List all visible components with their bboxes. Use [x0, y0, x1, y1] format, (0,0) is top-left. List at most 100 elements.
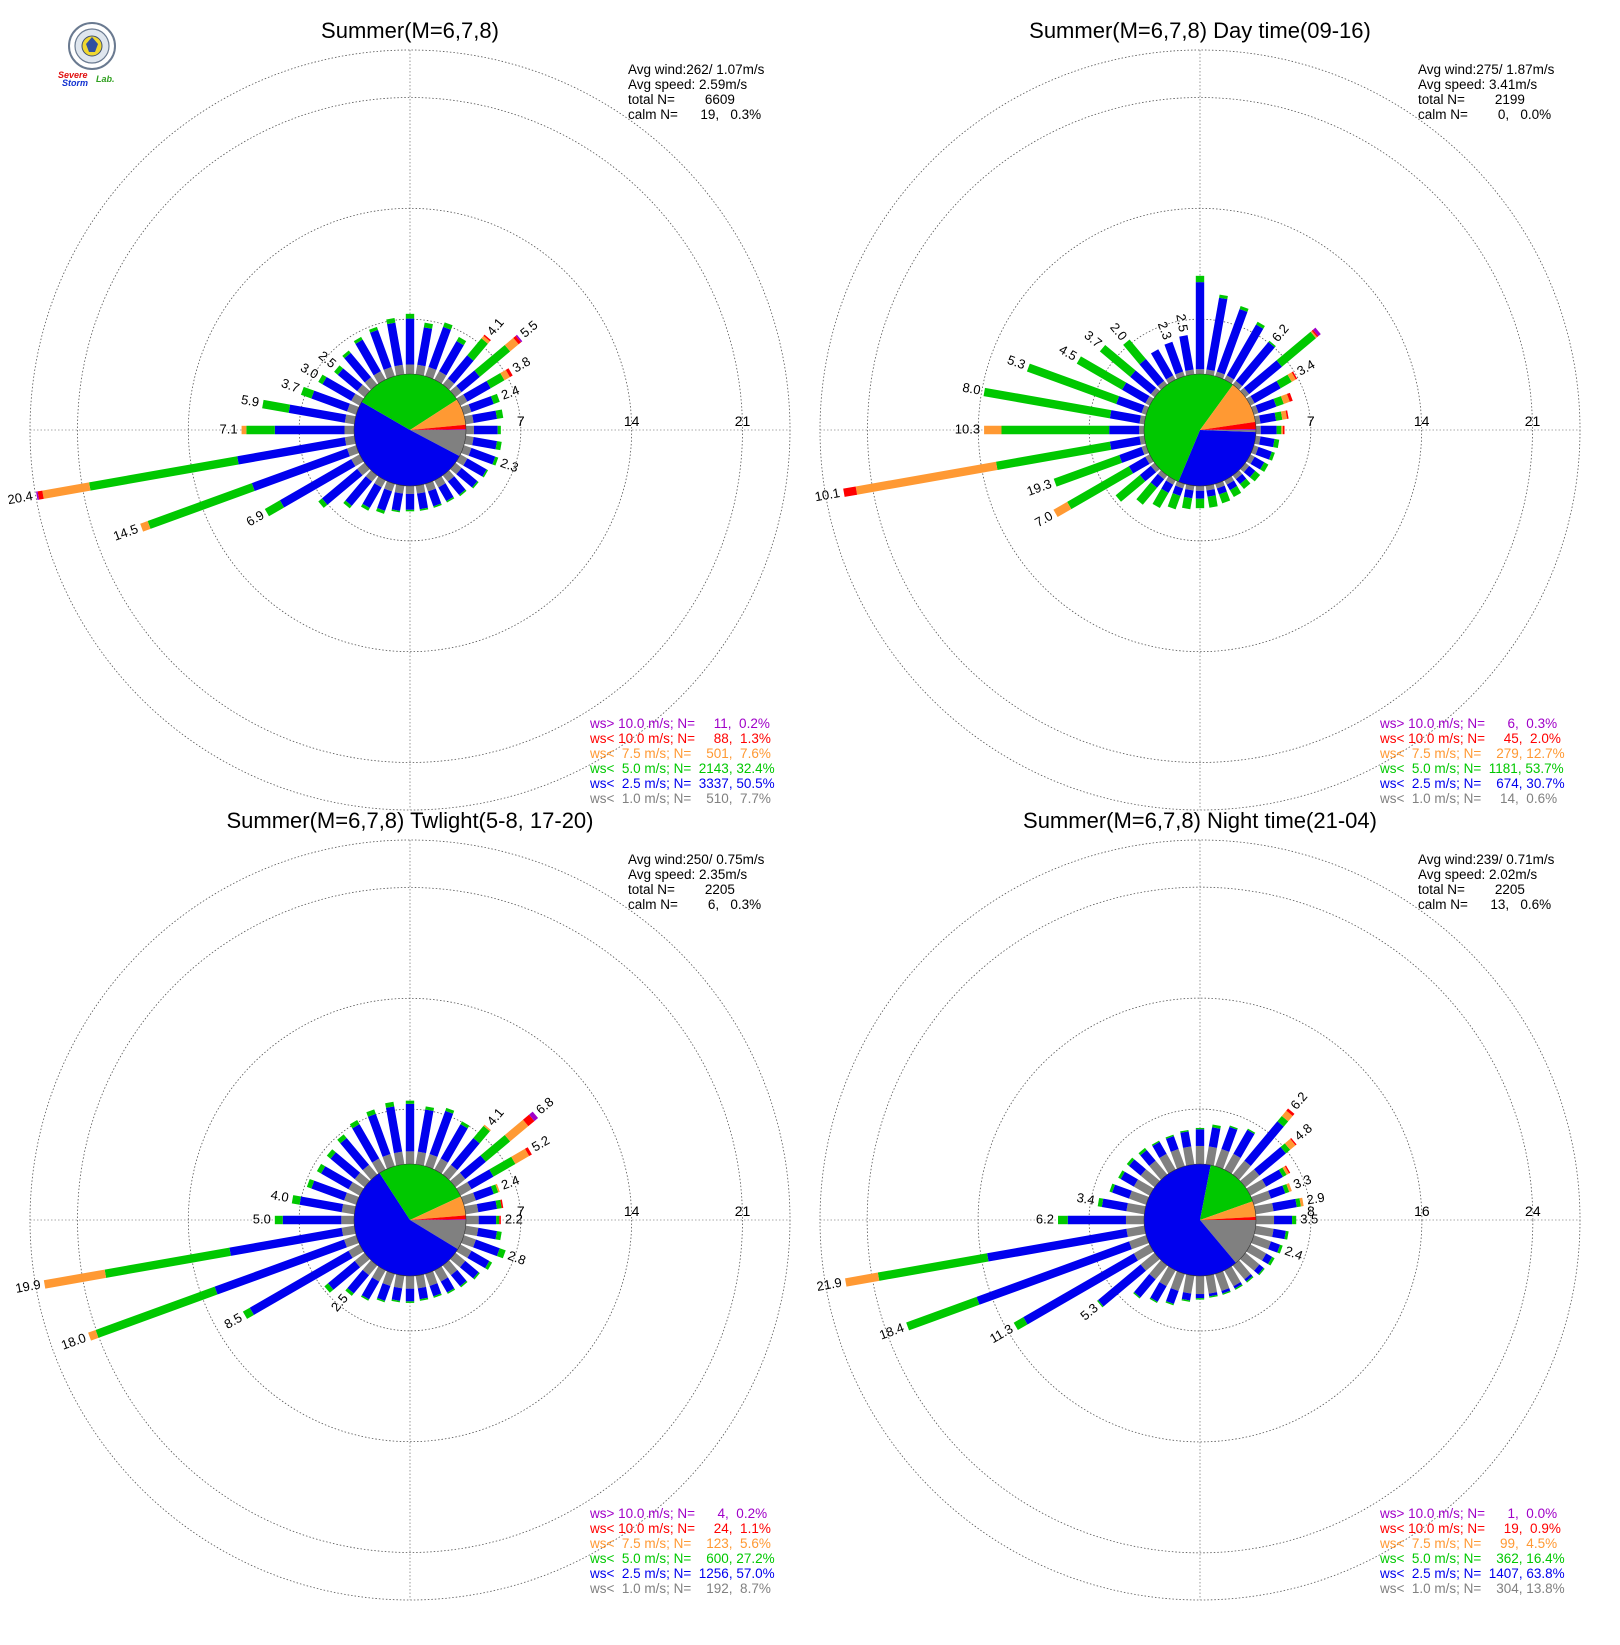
bar-value-label: 3.3	[1291, 1171, 1313, 1191]
wind-bar-segment	[1151, 1140, 1160, 1146]
wind-bar-segment	[843, 486, 858, 497]
bar-value-label: 3.7	[1081, 327, 1104, 350]
wind-bar-segment	[1205, 1146, 1217, 1166]
wind-bar-segment	[481, 335, 490, 344]
bar-value-label: 5.9	[240, 392, 260, 410]
wind-bar-segment	[483, 1124, 491, 1132]
wind-bar-segment	[1277, 1244, 1283, 1254]
legend-entry: ws> 10.0 m/s; N= 6, 0.3%	[1379, 716, 1557, 731]
wind-bar-segment	[447, 476, 466, 496]
wind-bar-segment	[433, 503, 442, 508]
wind-bar-segment	[1312, 327, 1321, 337]
bar-value-label: 2.4	[499, 1172, 521, 1192]
wind-bar-segment	[473, 1125, 490, 1144]
wind-bar-segment	[485, 1260, 493, 1270]
wind-bar-segment	[464, 1203, 479, 1215]
pie-slice	[410, 429, 466, 430]
wind-bar-segment	[1013, 1317, 1028, 1330]
wind-bar-segment	[425, 1106, 435, 1112]
wind-bar-segment	[1179, 335, 1194, 371]
wind-bar-segment	[1254, 1146, 1286, 1176]
pie-outline	[353, 373, 467, 487]
ring-label: 7	[1307, 413, 1315, 429]
wind-bar-segment	[1195, 282, 1205, 370]
wind-bar-segment	[367, 1113, 391, 1157]
wind-bar-segment	[386, 317, 396, 325]
wind-bar-segment	[274, 1215, 283, 1225]
pie-slice	[410, 424, 466, 430]
wind-bar-segment	[415, 1151, 427, 1166]
wind-bar-segment	[1208, 1127, 1221, 1148]
wind-bar-segment	[1133, 1244, 1154, 1261]
wind-bar-segment	[855, 461, 998, 495]
ring-label: 24	[1525, 1203, 1541, 1219]
wind-bar-segment	[1234, 1284, 1243, 1290]
wind-bar-segment	[460, 1280, 468, 1288]
bar-value-label: 3.5	[1300, 1211, 1318, 1226]
ring-label: 14	[624, 413, 640, 429]
wind-bar-segment	[1150, 473, 1165, 488]
wind-bar-segment	[1251, 1190, 1272, 1205]
wind-bar-segment	[1284, 1138, 1296, 1150]
wind-bar-segment	[1255, 398, 1277, 414]
wind-bar-segment	[1205, 369, 1215, 376]
wind-bar-segment	[1281, 425, 1283, 435]
stat-line: calm N= 13, 0.6%	[1418, 897, 1551, 912]
wind-bar-segment	[1226, 324, 1264, 380]
wind-bar-segment	[1232, 1260, 1251, 1280]
wind-bar-segment	[473, 1186, 494, 1201]
wind-bar-segment	[467, 338, 488, 361]
panel-title: Summer(M=6,7,8) Night time(21-04)	[1023, 808, 1377, 833]
wind-bar-segment	[1195, 490, 1205, 499]
wind-bar-segment	[373, 371, 386, 384]
wind-bar-segment	[300, 386, 315, 399]
pie-slice	[410, 430, 467, 457]
wind-bar-segment	[524, 1147, 532, 1157]
wind-bar-segment	[419, 1297, 429, 1301]
wind-rose-panel: 8 16 24 6.2 4.8 3.32.9 3.5 2.4 5.3 11.3 18.4 21.9 6.…	[815, 808, 1581, 1601]
wind-bar-segment	[362, 1260, 378, 1276]
wind-bar-segment	[489, 1156, 516, 1177]
wind-bar-segment	[330, 1152, 361, 1180]
wind-bar-segment	[1183, 1146, 1195, 1166]
wind-bar-segment	[419, 507, 429, 511]
wind-bar-segment	[376, 1297, 386, 1303]
legend-entry: ws< 1.0 m/s; N= 192, 8.7%	[589, 1581, 771, 1596]
wind-bar-segment	[387, 322, 403, 367]
pie-slice	[1200, 1201, 1256, 1220]
wind-bar-segment	[1195, 1129, 1205, 1146]
wind-bar-segment	[1285, 410, 1289, 419]
wind-bar-segment	[1149, 1160, 1168, 1180]
wind-bar-segment	[1126, 1225, 1146, 1237]
wind-bar-segment	[1229, 485, 1242, 498]
wind-bar-segment	[1240, 1169, 1260, 1188]
wind-bar-segment	[104, 1247, 231, 1278]
wind-bar-segment	[1183, 1274, 1195, 1294]
wind-bar-segment	[1232, 380, 1243, 390]
wind-bar-segment	[242, 1307, 254, 1319]
pie-slice	[410, 1219, 466, 1220]
wind-bar-segment	[1205, 484, 1215, 491]
wind-bar-segment	[1262, 1253, 1273, 1265]
wind-bar-segment	[344, 435, 356, 446]
wind-bar-segment	[249, 1250, 353, 1315]
wind-bar-segment	[1224, 375, 1235, 384]
wind-bar-segment	[1259, 436, 1275, 448]
stat-line: total N= 2205	[1418, 882, 1525, 897]
wind-bar-segment	[382, 1154, 395, 1169]
ring-label: 14	[1414, 413, 1430, 429]
wind-bar-segment	[1121, 382, 1150, 404]
pie-slice	[354, 401, 460, 486]
wind-bar-segment	[391, 1299, 401, 1303]
wind-bar-segment	[405, 1288, 415, 1302]
wind-bar-segment	[1287, 372, 1296, 382]
legend-entry: ws< 1.0 m/s; N= 14, 0.6%	[1379, 791, 1557, 806]
wind-bar-segment	[1276, 374, 1292, 389]
range-ring	[77, 887, 743, 1553]
wind-bar-segment	[439, 341, 464, 376]
wind-bar-segment	[496, 1248, 506, 1259]
wind-bar-segment	[405, 1276, 415, 1289]
legend-entry: ws> 10.0 m/s; N= 4, 0.2%	[589, 1506, 767, 1521]
pie-slice	[1178, 430, 1256, 487]
wind-bar-segment	[405, 1151, 415, 1164]
